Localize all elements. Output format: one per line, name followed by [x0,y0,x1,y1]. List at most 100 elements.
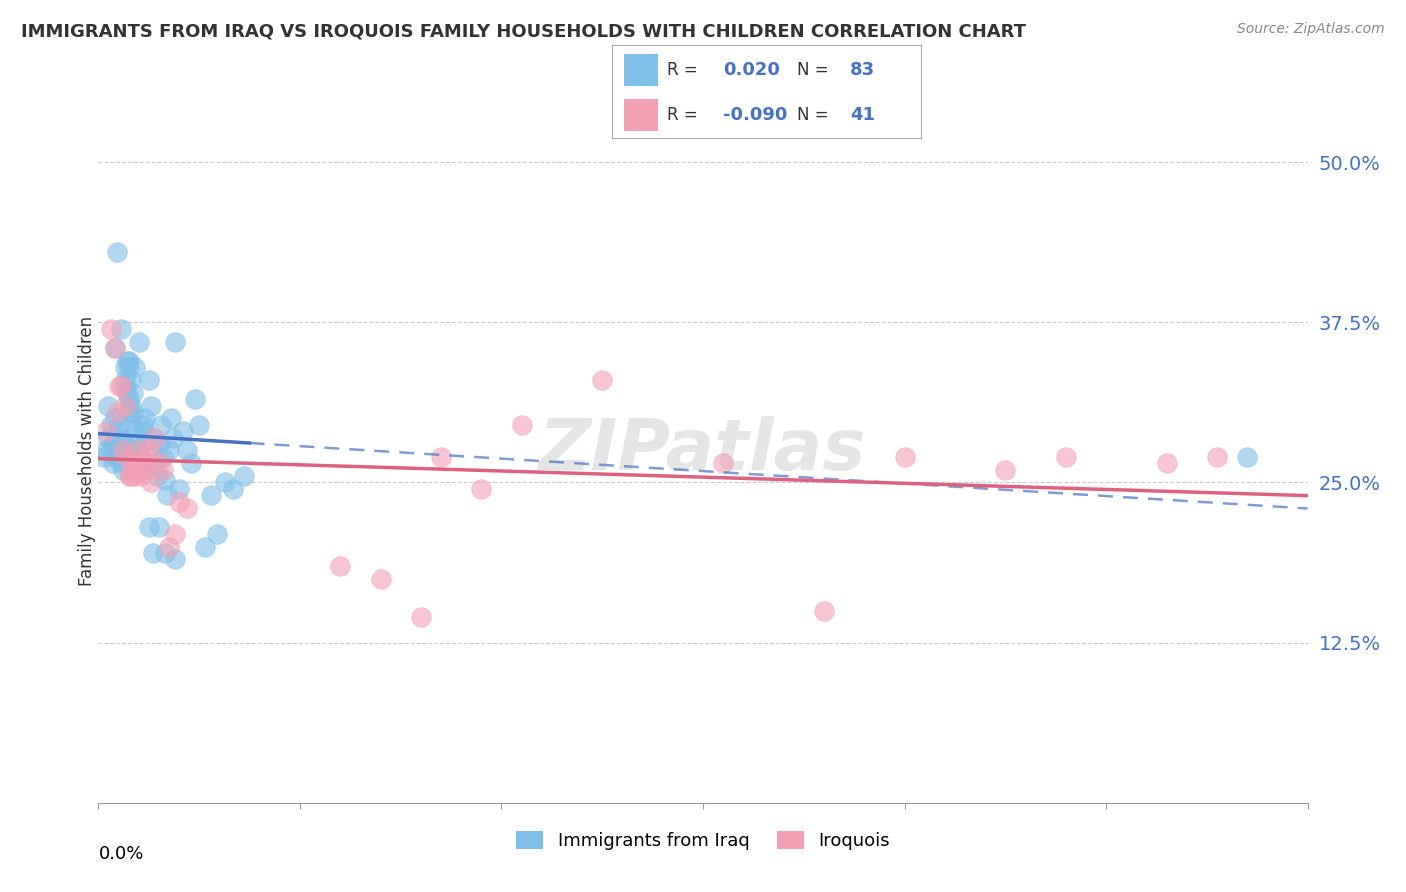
Text: -0.090: -0.090 [723,106,787,124]
Point [152,450,174,464]
Text: R =: R = [668,61,703,78]
Point [163,334,186,349]
Point [157,540,180,554]
Point [107,450,129,464]
Point [124,360,146,375]
Point [132,456,155,470]
Point [139,475,162,490]
Point [128,334,150,349]
Text: Source: ZipAtlas.com: Source: ZipAtlas.com [1237,22,1385,37]
Point [125,463,148,477]
Text: 0.020: 0.020 [723,61,780,78]
Point [129,469,152,483]
Point [146,469,169,483]
Point [1054,450,1077,464]
Point [194,540,217,554]
Point [176,443,198,458]
Point [120,373,142,387]
Text: R =: R = [668,106,703,124]
Point [105,405,128,419]
Point [409,610,432,624]
Point [711,456,734,470]
Point [121,405,143,419]
Point [121,385,143,400]
Point [97,431,120,445]
Point [152,463,174,477]
Point [128,456,150,470]
Point [96,424,118,438]
Point [105,244,128,259]
Point [893,450,915,464]
Point [101,456,124,470]
Point [160,411,183,425]
Point [134,463,156,477]
Point [120,399,142,413]
Point [329,558,352,573]
Point [994,463,1017,477]
Point [176,501,198,516]
Point [107,379,129,393]
Point [111,437,134,451]
Point [142,431,165,445]
Point [132,417,155,432]
Point [138,443,160,458]
Point [110,379,132,393]
Point [143,456,166,470]
Point [188,417,211,432]
Point [143,431,166,445]
Point [207,526,229,541]
Point [1206,450,1229,464]
Point [101,437,124,451]
Point [124,469,146,483]
Point [121,456,143,470]
Point [813,604,835,618]
Point [184,392,207,407]
Point [167,494,190,508]
Point [149,417,172,432]
Point [120,469,142,483]
Text: IMMIGRANTS FROM IRAQ VS IROQUOIS FAMILY HOUSEHOLDS WITH CHILDREN CORRELATION CHA: IMMIGRANTS FROM IRAQ VS IROQUOIS FAMILY … [21,22,1026,40]
Text: 83: 83 [849,61,875,78]
Point [1236,450,1258,464]
Point [125,437,148,451]
Point [139,399,162,413]
Point [163,526,186,541]
Point [138,520,160,534]
Text: N =: N = [797,106,834,124]
Text: N =: N = [797,61,834,78]
Point [180,456,202,470]
Point [1156,456,1178,470]
Point [115,385,138,400]
Point [148,456,170,470]
Point [162,431,184,445]
Point [124,424,146,438]
Point [132,456,155,470]
Point [470,482,492,496]
Point [510,417,533,432]
Point [132,424,155,438]
Point [93,450,115,464]
Point [97,399,120,413]
Point [114,360,136,375]
Point [214,475,236,490]
Point [142,546,165,560]
Point [114,373,136,387]
Point [103,341,125,355]
Point [118,392,141,407]
Point [128,443,150,458]
Point [120,417,142,432]
Y-axis label: Family Households with Children: Family Households with Children [79,316,96,585]
Point [153,473,176,487]
Point [103,341,125,355]
Point [125,456,148,470]
Point [100,417,122,432]
Point [107,417,129,432]
Point [103,411,125,425]
Point [118,353,141,368]
Point [222,482,245,496]
Point [100,322,122,336]
Point [105,443,128,458]
Point [200,488,222,502]
Point [96,443,118,458]
Point [163,552,186,566]
